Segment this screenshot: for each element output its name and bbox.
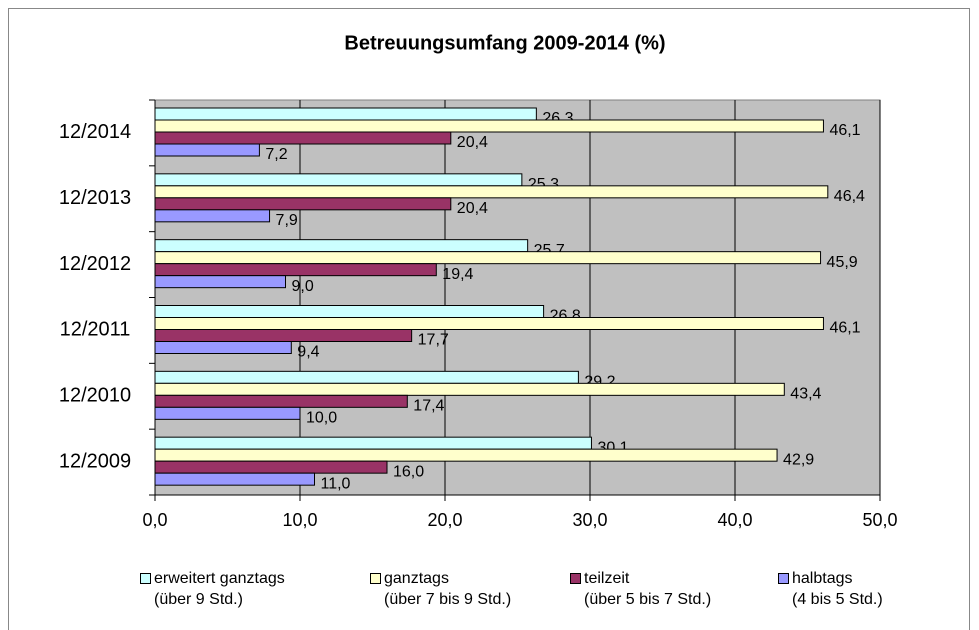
bar xyxy=(154,173,523,187)
data-label: 17,4 xyxy=(413,398,444,415)
y-tick-label: 12/2014 xyxy=(59,121,131,143)
legend-swatch xyxy=(778,573,789,584)
legend-item: erweitert ganztags (über 9 Std.) xyxy=(140,568,285,610)
x-tick-label: 50,0 xyxy=(862,510,897,530)
data-label: 17,7 xyxy=(418,332,449,349)
bar xyxy=(154,460,388,474)
bar xyxy=(154,197,452,211)
plot-area xyxy=(154,99,881,496)
bar xyxy=(154,143,260,157)
legend-item: teilzeit (über 5 bis 7 Std.) xyxy=(570,568,711,610)
y-tick-label: 12/2011 xyxy=(60,319,131,341)
y-tick-label: 12/2010 xyxy=(59,385,131,407)
legend-swatch xyxy=(370,573,381,584)
x-tick-label: 20,0 xyxy=(427,510,462,530)
data-label: 10,0 xyxy=(306,410,337,427)
bar xyxy=(154,382,785,396)
y-tick-label: 12/2013 xyxy=(59,187,131,209)
data-label: 7,9 xyxy=(276,212,298,229)
x-tick-label: 10,0 xyxy=(282,510,317,530)
data-label: 20,4 xyxy=(457,200,488,217)
data-label: 11,0 xyxy=(321,475,351,492)
data-label: 7,2 xyxy=(265,146,287,163)
data-label: 9,0 xyxy=(292,278,314,295)
bar xyxy=(154,436,592,450)
data-label: 43,4 xyxy=(790,386,821,403)
data-label: 42,9 xyxy=(783,451,814,468)
data-label: 46,1 xyxy=(829,320,860,337)
bar xyxy=(154,448,778,462)
y-tick-label: 12/2012 xyxy=(59,253,131,275)
legend-label: teilzeit (über 5 bis 7 Std.) xyxy=(584,570,712,608)
data-label: 46,1 xyxy=(829,122,860,139)
bar xyxy=(154,263,437,277)
bar xyxy=(154,131,452,145)
bar xyxy=(154,107,537,121)
x-tick-label: 0,0 xyxy=(142,510,167,530)
bar xyxy=(154,185,829,199)
bar xyxy=(154,406,301,420)
legend-label: ganztags (über 7 bis 9 Std.) xyxy=(384,570,512,608)
data-label: 19,4 xyxy=(442,266,473,283)
data-label: 16,0 xyxy=(393,463,424,480)
data-label: 9,4 xyxy=(297,344,319,361)
bar xyxy=(154,370,579,384)
legend-label: erweitert ganztags (über 9 Std.) xyxy=(154,570,285,608)
bar xyxy=(154,317,824,330)
chart-title: Betreuungsumfang 2009-2014 (%) xyxy=(344,32,665,54)
legend-item: ganztags (über 7 bis 9 Std.) xyxy=(370,568,511,610)
bar xyxy=(154,305,545,318)
legend-item: halbtags (4 bis 5 Std.) xyxy=(778,568,883,610)
data-label: 45,9 xyxy=(827,254,858,271)
data-label: 20,4 xyxy=(457,134,488,151)
bar xyxy=(154,329,413,342)
x-tick-label: 40,0 xyxy=(717,510,752,530)
bar xyxy=(154,209,271,223)
legend-label: halbtags (4 bis 5 Std.) xyxy=(792,570,883,608)
bar xyxy=(154,239,529,253)
legend-swatch xyxy=(140,573,151,584)
bar xyxy=(154,251,822,265)
bar xyxy=(154,119,824,133)
x-tick-label: 30,0 xyxy=(572,510,607,530)
bar xyxy=(154,341,292,354)
data-label: 46,4 xyxy=(834,188,865,205)
bar xyxy=(154,394,408,408)
bar xyxy=(154,472,315,486)
legend-swatch xyxy=(570,573,581,584)
bar xyxy=(154,275,286,289)
y-tick-label: 12/2009 xyxy=(59,450,131,472)
